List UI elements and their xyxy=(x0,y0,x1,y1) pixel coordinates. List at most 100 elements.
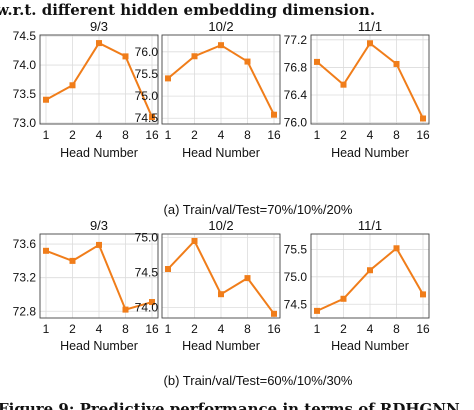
data-point xyxy=(165,75,171,82)
x-tick-label: 4 xyxy=(367,322,374,336)
x-axis-label: Head Number xyxy=(182,146,260,160)
data-point xyxy=(122,53,129,60)
data-point xyxy=(420,115,426,122)
y-tick-label: 74.0 xyxy=(13,58,37,72)
x-tick-label: 8 xyxy=(393,128,400,142)
x-tick-label: 4 xyxy=(218,322,225,336)
data-point xyxy=(367,267,373,274)
x-tick-label: 1 xyxy=(314,322,321,336)
data-point xyxy=(393,60,400,67)
panel-title: 11/1 xyxy=(358,19,382,34)
panel-title: 9/3 xyxy=(90,19,108,34)
data-point xyxy=(96,241,102,248)
y-tick-label: 75.0 xyxy=(284,270,308,284)
panel-5: 74.0 74.5 75.0 1 2 4 8 16 Head Number 10/2 xyxy=(135,218,281,353)
x-tick-label: 8 xyxy=(393,322,400,336)
panel-title: 10/2 xyxy=(208,218,233,233)
data-point xyxy=(122,306,129,313)
plot-frame xyxy=(310,34,430,125)
panel-title: 11/1 xyxy=(358,218,382,233)
data-point xyxy=(314,58,320,65)
x-tick-label: 2 xyxy=(191,322,198,336)
panel-title: 10/2 xyxy=(208,19,233,34)
data-point xyxy=(191,238,198,244)
x-tick-label: 1 xyxy=(165,128,172,142)
data-point xyxy=(149,299,155,306)
y-tick-label: 75.0 xyxy=(135,231,159,245)
header-text: w.r.t. different hidden embedding dimens… xyxy=(0,1,375,19)
y-tick-label: 75.5 xyxy=(284,242,308,256)
x-tick-label: 8 xyxy=(122,128,129,142)
data-point xyxy=(149,114,155,121)
y-tick-label: 73.2 xyxy=(13,271,37,285)
x-tick-label: 2 xyxy=(69,128,76,142)
x-tick-label: 1 xyxy=(43,322,50,336)
x-tick-label: 2 xyxy=(340,322,347,336)
data-point xyxy=(244,58,251,65)
x-tick-label: 2 xyxy=(69,322,76,336)
x-tick-label: 16 xyxy=(145,322,159,336)
y-tick-label: 73.5 xyxy=(13,87,37,101)
y-tick-label: 73.6 xyxy=(13,237,37,251)
panel-title: 9/3 xyxy=(90,218,108,233)
x-tick-label: 4 xyxy=(96,128,103,142)
x-axis-label: Head Number xyxy=(182,339,260,353)
y-tick-label: 74.0 xyxy=(135,301,159,315)
x-axis-label: Head Number xyxy=(60,339,138,353)
x-tick-label: 16 xyxy=(145,128,159,142)
caption-a: (a) Train/val/Test=70%/10%/20% xyxy=(164,202,353,217)
y-tick-label: 74.5 xyxy=(135,266,159,280)
x-axis-label: Head Number xyxy=(331,339,409,353)
plot-frame xyxy=(161,233,281,319)
data-point xyxy=(367,40,373,47)
plot-frame xyxy=(39,233,159,319)
caption-b: (b) Train/val/Test=60%/10%/30% xyxy=(164,373,353,388)
x-tick-label: 4 xyxy=(367,128,374,142)
y-tick-label: 72.8 xyxy=(13,304,37,318)
y-tick-label: 76.4 xyxy=(284,88,308,102)
x-tick-label: 8 xyxy=(244,128,251,142)
y-tick-label: 76.0 xyxy=(135,45,159,59)
data-point xyxy=(393,245,400,252)
data-point xyxy=(43,247,49,254)
data-point xyxy=(165,266,171,272)
x-tick-label: 16 xyxy=(416,322,430,336)
y-tick-label: 75.0 xyxy=(135,89,159,103)
panel-1: 73.0 73.5 74.0 74.5 1 2 4 8 16 Head Number 9/3 xyxy=(13,19,159,160)
x-axis-label: Head Number xyxy=(60,146,138,160)
footer-text: Figure 9: Predictive performance in term… xyxy=(0,400,460,410)
plot-frame xyxy=(310,233,430,319)
data-point xyxy=(244,275,251,282)
data-point xyxy=(271,111,277,118)
y-tick-label: 76.0 xyxy=(284,116,308,130)
data-point xyxy=(69,257,76,264)
y-tick-label: 73.0 xyxy=(13,116,37,130)
x-axis-label: Head Number xyxy=(331,146,409,160)
panel-2: 74.5 75.0 75.5 76.0 1 2 4 8 16 Head Number 10/2 xyxy=(135,19,281,160)
x-tick-label: 16 xyxy=(267,322,281,336)
data-point xyxy=(218,291,224,298)
plot-frame xyxy=(39,34,159,125)
y-tick-label: 77.2 xyxy=(284,33,308,47)
x-tick-label: 16 xyxy=(416,128,430,142)
data-point xyxy=(69,82,76,89)
y-tick-label: 74.5 xyxy=(13,29,37,43)
y-tick-label: 74.5 xyxy=(135,111,159,125)
x-tick-label: 16 xyxy=(267,128,281,142)
panel-6: 74.5 75.0 75.5 1 2 4 8 16 Head Number 11/1 xyxy=(284,218,430,353)
x-tick-label: 1 xyxy=(43,128,50,142)
x-tick-label: 1 xyxy=(165,322,172,336)
data-point xyxy=(420,291,426,298)
data-point xyxy=(191,53,198,60)
plot-frame xyxy=(161,34,281,125)
panel-4: 72.8 73.2 73.6 1 2 4 8 16 Head Number 9/3 xyxy=(13,218,159,353)
data-point xyxy=(314,307,320,314)
panel-3: 76.0 76.4 76.8 77.2 1 2 4 8 16 Head Number 11/1 xyxy=(284,19,430,160)
panels: 73.0 73.5 74.0 74.5 1 2 4 8 16 Head Number 9/3 74.5… xyxy=(13,19,430,353)
y-tick-label: 75.5 xyxy=(135,67,159,81)
data-point xyxy=(340,295,347,302)
y-tick-label: 76.8 xyxy=(284,60,308,74)
data-point xyxy=(340,81,347,88)
x-tick-label: 4 xyxy=(96,322,103,336)
